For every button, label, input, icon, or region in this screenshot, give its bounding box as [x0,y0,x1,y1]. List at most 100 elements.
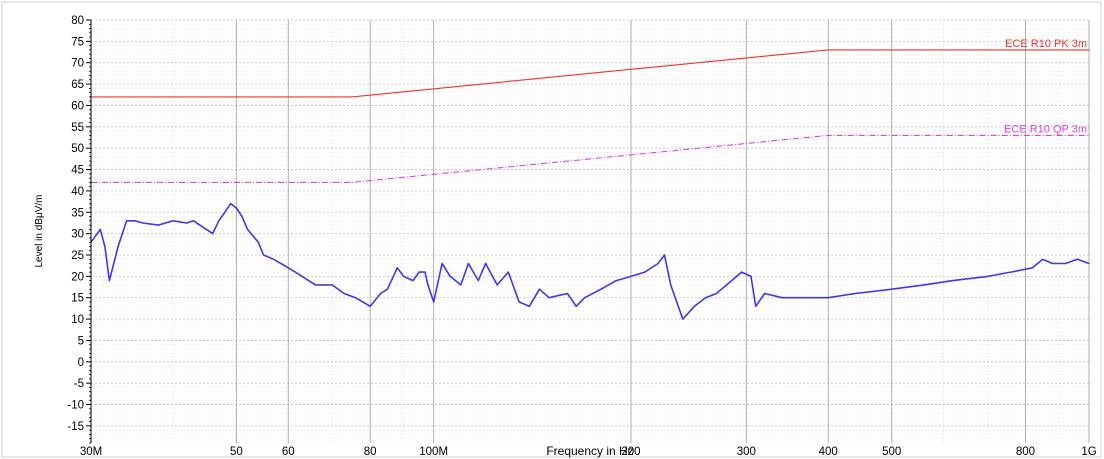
series-point [741,271,743,273]
series-point [477,280,479,282]
series-point [235,207,237,209]
series-point [362,301,364,303]
y-tick-label: 10 [71,314,84,326]
y-tick-label: -15 [67,421,84,433]
x-tick-label: 300 [737,446,756,458]
series-point [1042,258,1044,260]
series-point [449,275,451,277]
y-tick-label: 50 [71,143,84,155]
series-point [241,215,243,218]
x-tick-label: 200 [621,446,640,458]
y-tick-label: -5 [74,378,84,390]
series-point [351,96,353,98]
series-point [441,262,443,265]
series-point [827,134,829,136]
series-point [157,224,159,226]
y-tick-label: 15 [71,293,84,305]
y-tick-label: 70 [71,58,84,70]
series-point [528,305,531,307]
series-point [548,297,550,299]
series-point [1088,134,1090,136]
series-point [827,297,829,299]
x-tick-label: 100M [419,446,448,458]
series-point [412,280,414,282]
series-point [134,220,136,222]
y-tick-label: -10 [67,400,84,412]
x-tick-label: 1G [1081,446,1096,458]
series-point [682,318,684,320]
series-point [1088,49,1090,51]
series-point [403,275,405,277]
series-point [427,284,429,286]
series-point [351,181,353,183]
series-point [205,228,207,230]
series-line-3 [90,202,1090,320]
grid-minor [90,20,1090,444]
series-point [630,275,632,277]
x-tick-label: 800 [1016,446,1035,458]
series-layer [90,49,1090,320]
x-tick-label: 50 [230,446,243,458]
series-point [715,292,718,295]
series-point [1031,267,1034,269]
series-labels: ECE R10 PK 3m ECE R10 QP 3m [1004,38,1087,135]
plot-area [91,20,1089,443]
series-point [104,245,106,248]
y-tick-label: 55 [71,122,84,134]
x-tick-label: 400 [819,446,838,458]
series-label: ECE R10 PK 3m [1005,38,1087,50]
series-label: ECE R10 QP 3m [1004,123,1087,135]
series-point [1010,271,1012,273]
series-point [192,220,195,222]
series-point [600,288,602,290]
series-point [1088,262,1090,265]
series-point [424,271,426,273]
y-tick-label: 30 [71,229,84,241]
y-tick-label: 65 [71,79,84,91]
x-tick-label: 30M [80,446,102,458]
y-tick-label: 40 [71,186,84,198]
series-point [657,262,659,265]
series-point [224,211,226,213]
x-axis-ticks: 30M 50 60 80 100M 200 300 400 500 800 1G [80,446,1097,458]
series-point [369,305,371,307]
series-point [108,280,110,282]
x-tick-label: 80 [364,446,377,458]
series-point [314,284,316,286]
series-point [301,275,303,277]
series-point [952,280,954,282]
series-point [433,301,435,303]
series-point [142,222,144,224]
series-line-2 [91,134,1089,183]
series-point [496,284,498,286]
series-point [418,271,420,273]
y-tick-label: 60 [71,100,84,112]
series-point [670,284,672,286]
series-point [1064,262,1066,265]
series-point [615,280,617,282]
y-axis-label: Level in dBµV/m [34,194,45,267]
series-point [1076,258,1078,260]
series-point [485,262,487,265]
series-point [99,228,101,230]
series-point [891,288,893,290]
y-tick-label: 5 [78,335,84,347]
series-point [230,203,232,205]
series-point [693,305,696,307]
series-point [827,49,829,51]
series-point [518,301,520,303]
series-point [386,288,388,290]
series-point [262,254,265,256]
series-point [1052,262,1054,265]
grid-major [90,19,1090,443]
series-point [355,297,357,299]
series-point [538,288,541,290]
series-point [764,292,766,295]
x-tick-label: 60 [282,446,295,458]
series-point [172,220,174,222]
y-tick-label: 45 [71,165,84,177]
series-point [644,271,646,273]
series-point [575,305,577,307]
series-point [750,275,752,277]
